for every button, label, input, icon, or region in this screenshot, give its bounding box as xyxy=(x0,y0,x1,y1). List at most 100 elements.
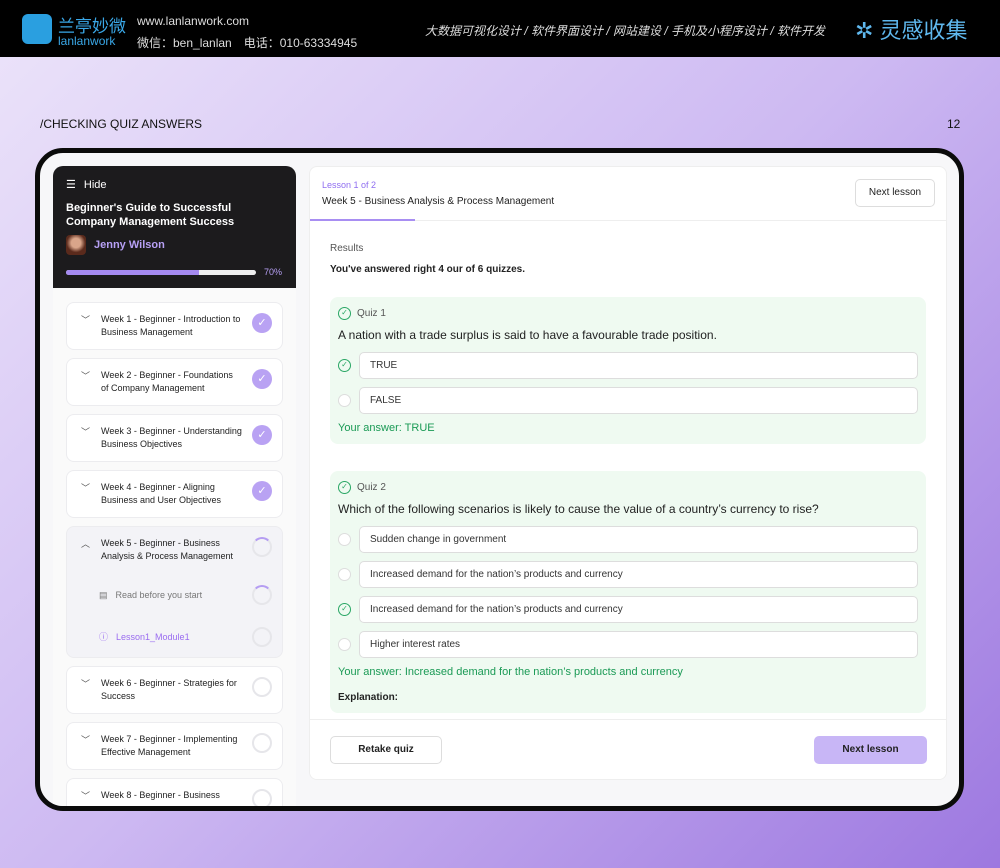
chevron-down-icon: ﹀ xyxy=(81,679,91,689)
lesson-title: Week 5 - Business Analysis & Process Man… xyxy=(322,196,555,207)
option-label: Increased demand for the nation’s produc… xyxy=(359,561,918,588)
progress-label: 70% xyxy=(264,267,283,277)
week-item[interactable]: ﹀ Week 8 - Beginner - Business xyxy=(66,778,283,806)
selected-check-icon: ✓ xyxy=(338,359,351,372)
site-url: www.lanlanwork.com xyxy=(137,14,250,28)
option-label: TRUE xyxy=(359,352,918,379)
chevron-down-icon: ﹀ xyxy=(81,427,91,437)
quiz-icon: ⓘ xyxy=(99,631,109,642)
lesson-item[interactable]: ⓘ Lesson1_Module1 xyxy=(81,627,272,647)
week-item[interactable]: ﹀ Week 7 - Beginner - Implementing Effect… xyxy=(66,722,283,770)
hide-button[interactable]: ☰ Hide xyxy=(66,178,283,192)
your-answer: Your answer: Increased demand for the na… xyxy=(338,666,683,678)
tablet-frame: ☰ Hide Beginner's Guide to Successful Com… xyxy=(35,148,964,811)
lesson-panel: Lesson 1 of 2 Week 5 - Business Analysis… xyxy=(309,166,947,780)
week-title: Week 4 - Beginner - Aligning Business an… xyxy=(101,482,222,505)
chevron-down-icon: ﹀ xyxy=(81,371,91,381)
correct-check-icon: ✓ xyxy=(338,307,351,320)
week-title: Week 5 - Beginner - Business Analysis & … xyxy=(101,538,234,561)
week-title: Week 3 - Beginner - Understanding Busine… xyxy=(101,426,242,449)
course-sidebar: ☰ Hide Beginner's Guide to Successful Com… xyxy=(53,166,296,806)
week-title: Week 7 - Beginner - Implementing Effecti… xyxy=(101,734,238,757)
quiz-question: A nation with a trade surplus is said to… xyxy=(338,328,717,342)
lesson-item-label: Read before you start xyxy=(115,589,203,600)
radio-icon[interactable] xyxy=(338,568,351,581)
quiz-label: Quiz 1 xyxy=(357,308,386,319)
week-item[interactable]: ﹀ Week 2 - Beginner - Foundations of Comp… xyxy=(66,358,283,406)
hide-label: Hide xyxy=(83,178,107,191)
quiz-label: Quiz 2 xyxy=(357,482,386,493)
week-list: ﹀ Week 1 - Beginner - Introduction to Bus… xyxy=(53,288,296,806)
not-started-icon xyxy=(252,789,272,806)
option-label: FALSE xyxy=(359,387,918,414)
week-item[interactable]: ﹀ Week 4 - Beginner - Aligning Business a… xyxy=(66,470,283,518)
logo-subtext: lanlanwork xyxy=(58,34,116,48)
status-icon xyxy=(252,627,272,647)
week-title: Week 1 - Beginner - Introduction to Busi… xyxy=(101,314,241,337)
slide-title: /CHECKING QUIZ ANSWERS xyxy=(40,117,203,131)
your-answer: Your answer: TRUE xyxy=(338,422,435,434)
answer-option[interactable]: Increased demand for the nation’s produc… xyxy=(338,561,918,588)
chevron-down-icon: ﹀ xyxy=(81,483,91,493)
next-lesson-top-button[interactable]: Next lesson xyxy=(855,179,935,207)
lesson-tab[interactable]: Lesson 1 of 2 xyxy=(322,180,377,190)
retake-quiz-button[interactable]: Retake quiz xyxy=(330,736,442,764)
completed-check-icon: ✓ xyxy=(252,369,272,389)
logo-text: 兰亭妙微 xyxy=(58,17,126,36)
answer-option[interactable]: ✓ Increased demand for the nation’s produ… xyxy=(338,596,918,623)
answer-option[interactable]: Higher interest rates xyxy=(338,631,918,658)
week-title: Week 8 - Beginner - Business xyxy=(101,790,220,800)
answer-option[interactable]: FALSE xyxy=(338,387,918,414)
sidebar-header: ☰ Hide Beginner's Guide to Successful Com… xyxy=(53,166,296,288)
quiz-question: Which of the following scenarios is like… xyxy=(338,502,819,516)
lesson-footer: Retake quiz Next lesson xyxy=(310,719,946,779)
in-progress-icon xyxy=(252,537,272,557)
quiz-card: ✓ Quiz 1 A nation with a trade surplus is … xyxy=(330,297,926,444)
week-item[interactable]: ︿ Week 5 - Beginner - Business Analysis &… xyxy=(66,526,283,658)
services-list: 大数据可视化设计 / 软件界面设计 / 网站建设 / 手机及小程序设计 / 软件… xyxy=(425,24,826,38)
results-label: Results xyxy=(330,243,364,254)
quiz-card: ✓ Quiz 2 Which of the following scenarios … xyxy=(330,471,926,713)
progress-fill xyxy=(66,269,199,275)
answer-option[interactable]: Sudden change in government xyxy=(338,526,918,553)
lesson-item-label: Lesson1_Module1 xyxy=(116,631,190,642)
lesson-header: Lesson 1 of 2 Week 5 - Business Analysis… xyxy=(310,167,946,221)
avatar xyxy=(66,235,86,255)
course-progress: 70% xyxy=(66,267,283,277)
course-title: Beginner's Guide to Successful Company M… xyxy=(66,202,235,228)
not-started-icon xyxy=(252,733,272,753)
option-label: Increased demand for the nation’s produc… xyxy=(359,596,918,623)
results-summary: You've answered right 4 our of 6 quizzes… xyxy=(330,264,526,275)
answer-option[interactable]: ✓ TRUE xyxy=(338,352,918,379)
week-title: Week 6 - Beginner - Strategies for Succe… xyxy=(101,678,237,701)
author-name: Jenny Wilson xyxy=(94,239,165,251)
radio-icon[interactable] xyxy=(338,533,351,546)
top-banner: 兰亭妙微 lanlanwork www.lanlanwork.com 微信：be… xyxy=(0,0,1000,57)
correct-check-icon: ✓ xyxy=(338,481,351,494)
author: Jenny Wilson xyxy=(66,235,283,255)
radio-icon[interactable] xyxy=(338,638,351,651)
completed-check-icon: ✓ xyxy=(252,425,272,445)
selected-check-icon: ✓ xyxy=(338,603,351,616)
week-item[interactable]: ﹀ Week 6 - Beginner - Strategies for Succ… xyxy=(66,666,283,714)
next-lesson-button[interactable]: Next lesson xyxy=(814,736,927,764)
contact-info: 微信：ben_lanlan 电话：010-63334945 xyxy=(137,36,358,50)
logo-icon xyxy=(22,14,52,44)
explanation-label: Explanation: xyxy=(338,692,399,703)
page-number: 12 xyxy=(947,117,961,131)
radio-icon[interactable] xyxy=(338,394,351,407)
lesson-item[interactable]: ▤ Read before you start xyxy=(81,585,272,605)
chevron-down-icon: ﹀ xyxy=(81,735,91,745)
status-icon xyxy=(252,585,272,605)
chevron-down-icon: ﹀ xyxy=(81,315,91,325)
menu-icon: ☰ xyxy=(66,179,76,191)
chevron-down-icon: ﹀ xyxy=(81,791,91,801)
option-label: Sudden change in government xyxy=(359,526,918,553)
brand-text: ✲ 灵感收集 xyxy=(855,18,968,43)
option-label: Higher interest rates xyxy=(359,631,918,658)
completed-check-icon: ✓ xyxy=(252,481,272,501)
week-title: Week 2 - Beginner - Foundations of Compa… xyxy=(101,370,233,393)
week-item[interactable]: ﹀ Week 3 - Beginner - Understanding Busin… xyxy=(66,414,283,462)
week-item[interactable]: ﹀ Week 1 - Beginner - Introduction to Bus… xyxy=(66,302,283,350)
chevron-up-icon: ︿ xyxy=(81,539,91,549)
